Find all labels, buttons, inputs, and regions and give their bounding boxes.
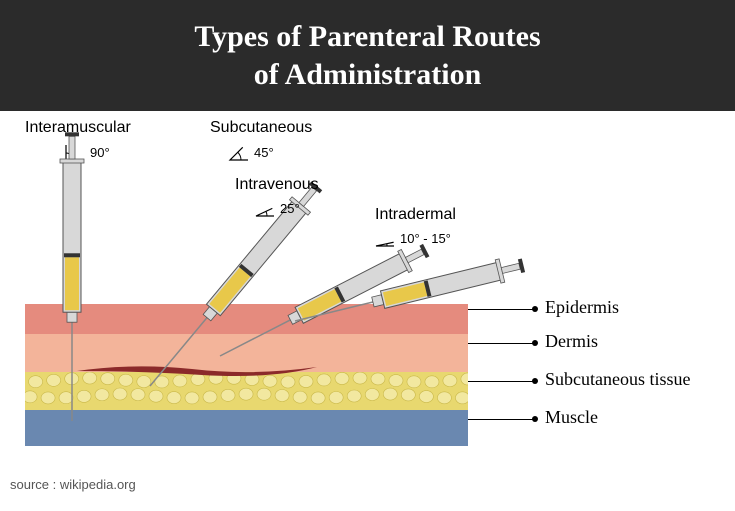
angle-group xyxy=(252,199,278,224)
label-line xyxy=(468,419,535,420)
angle-label: 90° xyxy=(90,145,110,160)
layer-label-subcutaneous-tissue: Subcutaneous tissue xyxy=(545,369,691,390)
source-credit: source : wikipedia.org xyxy=(10,477,136,492)
label-line xyxy=(468,381,535,382)
route-label-subcutaneous: Subcutaneous xyxy=(210,119,312,137)
label-dot xyxy=(532,306,538,312)
label-dot xyxy=(532,340,538,346)
label-dot xyxy=(532,416,538,422)
label-line xyxy=(468,309,535,310)
angle-label: 10° - 15° xyxy=(400,231,451,246)
label-line xyxy=(468,343,535,344)
title-header: Types of Parenteral Routes of Administra… xyxy=(0,0,735,111)
label-dot xyxy=(532,378,538,384)
angle-label: 25° xyxy=(280,201,300,216)
title-line2: of Administration xyxy=(10,56,725,94)
angle-group xyxy=(226,143,252,168)
angle-group xyxy=(372,229,398,254)
angle-label: 45° xyxy=(254,145,274,160)
route-label-intravenous: Intravenous xyxy=(235,176,319,194)
route-label-intradermal: Intradermal xyxy=(375,206,456,224)
syringe-interamuscular xyxy=(52,151,92,421)
diagram-area: Interamuscular90° Subcutaneous45° Intrav… xyxy=(0,111,735,511)
layer-label-epidermis: Epidermis xyxy=(545,297,619,318)
layer-label-dermis: Dermis xyxy=(545,331,598,352)
layer-label-muscle: Muscle xyxy=(545,407,598,428)
blood-vessel xyxy=(72,361,327,385)
title-line1: Types of Parenteral Routes xyxy=(10,18,725,56)
